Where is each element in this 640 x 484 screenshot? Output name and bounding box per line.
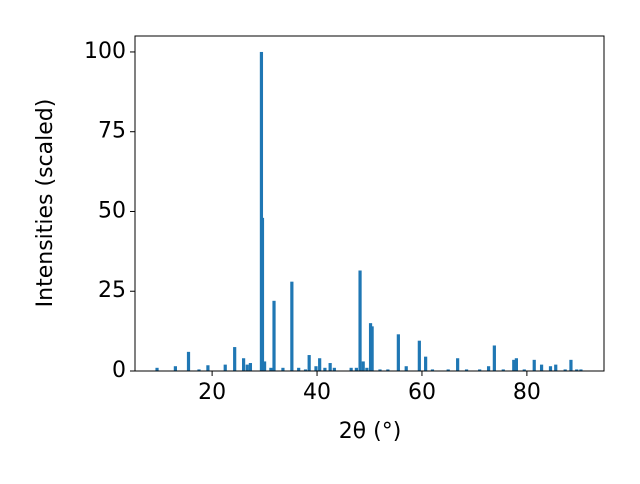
bar xyxy=(260,217,265,371)
y-tick-label: 75 xyxy=(98,119,126,144)
bar xyxy=(539,364,544,371)
bar xyxy=(349,367,353,371)
bar xyxy=(514,358,518,371)
bar xyxy=(370,326,374,371)
bar xyxy=(259,51,264,371)
bar xyxy=(575,369,579,371)
x-tick-label: 20 xyxy=(198,380,226,405)
bar xyxy=(563,369,567,371)
bar xyxy=(307,355,311,371)
bar xyxy=(532,359,536,371)
bar xyxy=(197,369,201,371)
bar xyxy=(173,366,177,371)
bar xyxy=(241,358,246,371)
bar xyxy=(548,366,553,371)
bar xyxy=(272,300,276,371)
y-tick-label: 100 xyxy=(84,39,126,64)
x-axis-label: 2θ (°) xyxy=(339,419,402,444)
bar xyxy=(303,369,308,371)
bar xyxy=(233,347,237,371)
bar xyxy=(365,367,369,371)
bar xyxy=(314,366,318,371)
bar xyxy=(361,361,365,371)
bar xyxy=(262,361,267,371)
bar xyxy=(386,369,390,371)
bar xyxy=(206,365,210,371)
y-tick-label: 0 xyxy=(112,358,126,383)
bar xyxy=(446,369,450,371)
bar xyxy=(281,367,285,371)
bar xyxy=(186,351,191,371)
bar xyxy=(332,367,336,371)
y-tick-label: 25 xyxy=(98,278,126,303)
bar xyxy=(155,367,159,371)
bar xyxy=(424,356,428,371)
bar xyxy=(486,366,491,371)
bar xyxy=(248,363,253,371)
bar xyxy=(579,369,583,371)
bar xyxy=(501,369,505,371)
bar xyxy=(430,369,435,371)
bar xyxy=(569,359,573,371)
bar xyxy=(354,367,358,371)
bar xyxy=(318,358,322,371)
bar xyxy=(328,363,332,371)
x-tick-label: 80 xyxy=(513,380,541,405)
bar xyxy=(323,367,327,371)
bar xyxy=(245,364,249,371)
bar xyxy=(269,367,273,371)
bar xyxy=(554,364,558,371)
bar xyxy=(417,340,421,371)
bar xyxy=(492,345,496,371)
bar xyxy=(223,364,227,371)
bar xyxy=(522,369,526,371)
x-tick-label: 60 xyxy=(408,380,436,405)
plot-frame xyxy=(134,35,605,372)
bar xyxy=(297,367,301,371)
x-tick-label: 40 xyxy=(303,380,331,405)
bar xyxy=(404,366,408,371)
y-axis-label: Intensities (scaled) xyxy=(33,99,58,308)
bar xyxy=(378,369,382,371)
bar xyxy=(478,369,482,371)
bar xyxy=(396,334,400,371)
bar xyxy=(290,281,294,371)
y-tick-label: 50 xyxy=(98,198,126,223)
bar xyxy=(358,270,362,371)
bar xyxy=(512,359,516,371)
bar xyxy=(456,358,460,371)
bar xyxy=(464,369,469,371)
